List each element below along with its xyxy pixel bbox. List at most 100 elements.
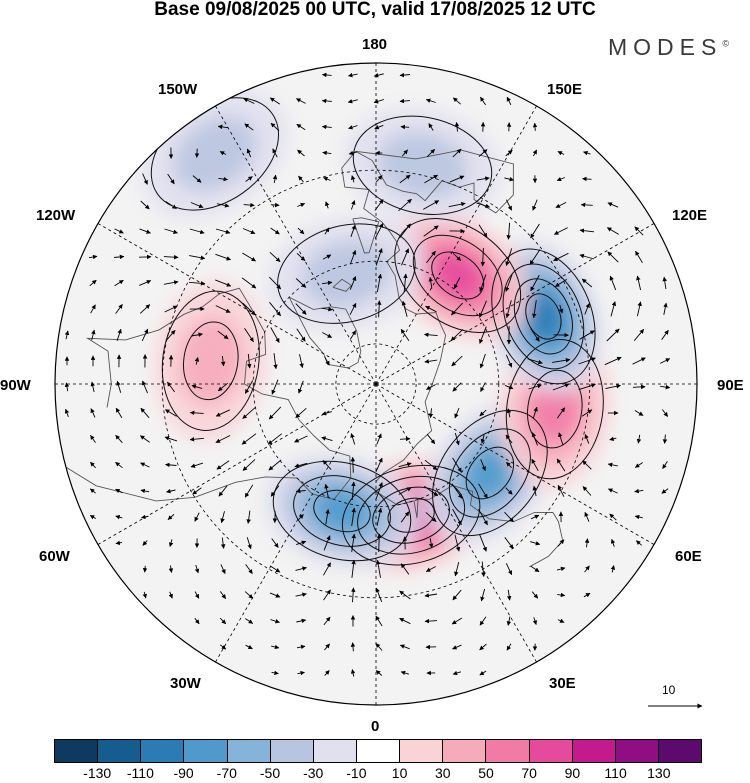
colorbar-bin-6 (313, 740, 357, 762)
wind-arrow-226 (375, 457, 383, 473)
wind-arrow-138 (267, 433, 283, 445)
wind-arrow-380 (556, 458, 566, 472)
wind-arrow-94 (215, 435, 231, 443)
coastline-7 (352, 217, 380, 254)
lon-label-120w: 120W (36, 207, 76, 224)
wind-arrow-135 (273, 353, 278, 370)
colorbar-tick-label: -110 (126, 765, 154, 781)
wind-arrow-396 (578, 383, 596, 391)
wind-arrow-337 (506, 408, 512, 418)
wind-arrow-179 (321, 280, 333, 286)
wind-arrow-109 (242, 252, 256, 262)
wind-arrow-98 (220, 537, 226, 549)
wind-arrow-4 (88, 254, 98, 260)
wind-arrow-136 (271, 379, 279, 395)
wind-arrow-429 (634, 462, 643, 468)
contour-2-1 (448, 428, 531, 518)
wind-arrow-243 (403, 273, 408, 293)
wind-arrow-171 (321, 72, 332, 78)
coastline-6 (332, 278, 353, 292)
wind-arrow-365 (531, 591, 539, 599)
wind-arrow-273 (428, 538, 434, 549)
contour-3-0 (505, 338, 604, 480)
wind-arrow-330 (506, 222, 511, 240)
colorbar-tick-label: -50 (259, 765, 281, 781)
wind-arrow-219 (375, 175, 383, 183)
wind-arrow-369 (556, 176, 566, 182)
wind-arrow-203 (349, 302, 357, 315)
wind-arrow-139 (268, 459, 282, 471)
wind-arrow-38 (139, 435, 150, 443)
wind-arrow-294 (451, 483, 463, 499)
wind-arrow-319 (479, 534, 487, 552)
colorbar-tick-label: -90 (173, 765, 194, 781)
colorbar-bin-2 (141, 740, 185, 762)
wind-arrow-93 (215, 409, 230, 417)
wind-arrow-140 (270, 485, 280, 497)
wind-arrow-159 (297, 380, 304, 394)
wind-arrow-414 (609, 436, 617, 442)
wind-arrow-225 (376, 433, 382, 445)
wind-arrow-363 (530, 541, 541, 546)
contour-4-0 (491, 248, 596, 385)
wind-arrow-228 (376, 507, 383, 526)
wind-arrow-207 (351, 481, 356, 501)
wind-arrow-394 (579, 330, 595, 340)
wind-arrow-420 (634, 226, 644, 236)
wind-arrow-214 (350, 669, 356, 677)
wind-arrow-211 (350, 587, 356, 603)
wind-arrow-376 (552, 358, 571, 363)
contour-8-0 (352, 115, 493, 215)
wind-arrow-309 (479, 274, 487, 292)
wind-arrow-306 (476, 202, 491, 209)
wind-arrow-287 (451, 302, 463, 316)
wind-arrow-246 (399, 436, 411, 442)
wind-arrow-89 (215, 305, 231, 313)
wind-arrow-378 (556, 407, 566, 419)
wind-arrow-272 (425, 512, 437, 522)
wind-arrow-156 (295, 303, 307, 315)
wind-arrow-146 (270, 644, 280, 650)
wind-arrow-373 (554, 279, 567, 287)
wind-arrow-169 (296, 644, 306, 650)
wind-arrow-50 (163, 280, 179, 285)
wind-arrow-142 (271, 538, 279, 548)
wind-arrow-293 (452, 457, 462, 473)
wind-arrow-385 (557, 592, 566, 598)
modes-brand-logo: MODES© (608, 34, 729, 61)
wind-arrow-7 (91, 329, 96, 341)
wind-arrow-95 (216, 460, 230, 470)
wind-arrow-352 (529, 249, 541, 265)
wind-arrow-409 (610, 301, 617, 317)
wind-arrow-264 (425, 305, 437, 313)
colorbar (54, 739, 702, 763)
wind-arrow-421 (635, 250, 643, 264)
wind-arrow-360 (531, 458, 539, 472)
contour-3-1 (527, 369, 583, 449)
wind-arrow-80 (194, 591, 200, 599)
wind-arrow-23 (115, 434, 123, 444)
wind-arrow-437 (660, 384, 671, 390)
wind-arrow-110 (241, 277, 257, 289)
wind-arrow-22 (115, 407, 123, 419)
wind-arrow-6 (90, 304, 96, 314)
wind-arrow-55 (165, 409, 177, 417)
wind-arrow-415 (607, 462, 618, 468)
wind-arrow-224 (376, 300, 382, 318)
wind-arrow-336 (504, 384, 514, 390)
wind-arrow-298 (452, 589, 462, 601)
wind-arrow-101 (219, 617, 227, 625)
wind-arrow-15 (114, 228, 124, 234)
wind-arrow-125 (269, 97, 281, 105)
colorbar-tick-label: 50 (478, 765, 494, 781)
wind-arrow-148 (296, 98, 306, 104)
lon-label-30w: 30W (170, 675, 201, 692)
vector-reference-label: 10 (662, 683, 676, 697)
wind-arrow-178 (322, 254, 332, 260)
wind-arrow-332 (505, 274, 513, 292)
anomaly-blob-4-4 (524, 293, 563, 340)
lon-label-90e: 90E (717, 377, 744, 394)
wind-arrow-213 (350, 642, 356, 652)
wind-arrow-354 (532, 300, 537, 319)
wind-arrow-270 (424, 459, 438, 471)
